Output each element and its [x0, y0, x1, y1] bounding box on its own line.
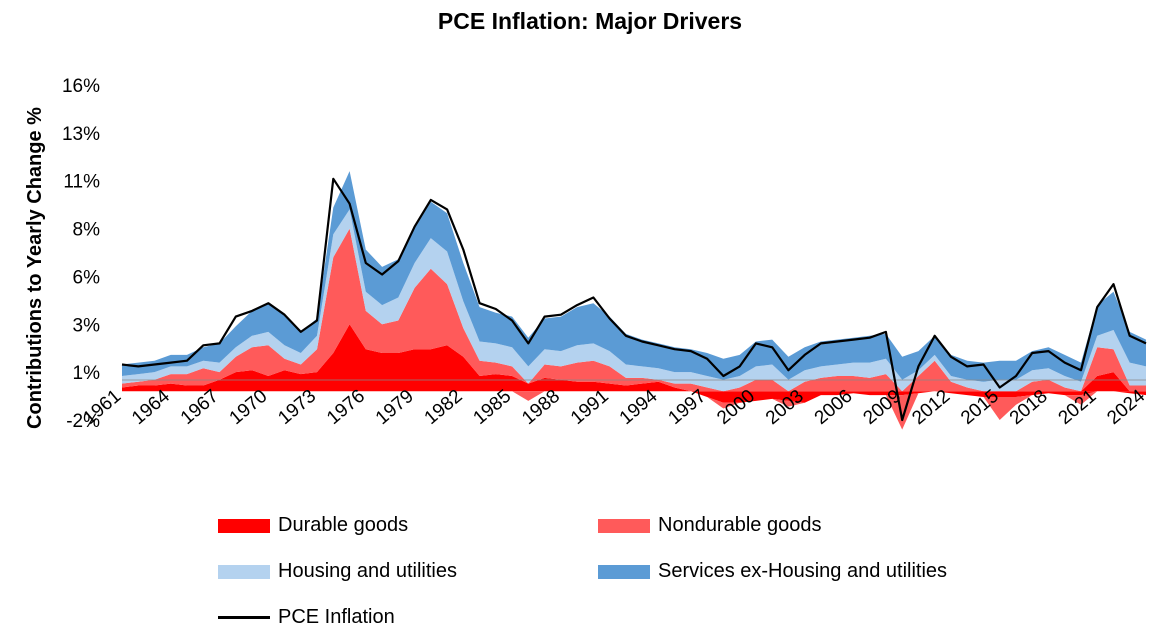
legend-area-swatch	[218, 564, 270, 579]
x-tick-label: 1982	[421, 386, 467, 429]
pce-line-layer	[121, 177, 1147, 422]
y-tick-label: 13%	[62, 124, 100, 145]
y-tick-label: 1%	[73, 363, 101, 384]
legend-area-swatch	[598, 564, 650, 579]
legend-item: PCE Inflation	[218, 606, 395, 629]
y-tick-label: 6%	[73, 267, 101, 288]
legend-area-swatch	[598, 518, 650, 533]
legend-label: PCE Inflation	[278, 606, 395, 628]
y-tick-label: 3%	[73, 315, 101, 336]
chart-title: PCE Inflation: Major Drivers	[437, 8, 743, 34]
x-tick-label: 1961	[79, 386, 125, 429]
legend-label: Nondurable goods	[658, 514, 822, 536]
legend-label: Housing and utilities	[278, 560, 457, 582]
x-axis: 1961 1964 1967 1970 1973 1976 1979 1982 1985 1988…	[79, 385, 1149, 429]
legend: Durable goods Nondurable goods Housing and…	[218, 514, 1118, 634]
y-tick-label: -2%	[66, 411, 100, 432]
x-tick-label: 1979	[372, 386, 418, 429]
legend-item: Services ex-Housing and utilities	[598, 560, 947, 583]
legend-item: Housing and utilities	[218, 560, 457, 583]
area-nondurable-goods-positive	[122, 228, 1146, 392]
y-tick-label: 16%	[62, 76, 100, 97]
x-tick-label: 1967	[177, 386, 223, 429]
x-tick-label: 1970	[226, 386, 272, 429]
y-tick-label: 8%	[73, 220, 101, 241]
legend-item: Durable goods	[218, 514, 408, 537]
x-tick-label: 1985	[469, 386, 515, 429]
x-tick-label: 1994	[616, 385, 662, 429]
x-tick-label: 1991	[567, 386, 613, 429]
y-axis: 16% 13% 11% 8% 6% 3% 1% -2%	[62, 76, 100, 432]
area-durable-goods-negative	[122, 391, 1146, 403]
x-tick-label: 1973	[274, 386, 320, 429]
x-tick-label: 1964	[128, 385, 174, 429]
y-axis-title: Contributions to Yearly Change %	[24, 107, 46, 429]
y-tick-label: 11%	[63, 172, 100, 193]
x-tick-label: 1976	[323, 386, 369, 429]
area-durable-goods-positive	[122, 324, 1146, 392]
legend-line-swatch	[218, 616, 270, 619]
legend-area-swatch	[218, 518, 270, 533]
legend-item: Nondurable goods	[598, 514, 821, 537]
legend-label: Durable goods	[278, 514, 409, 536]
area-housing-and-utilities-positive	[122, 209, 1146, 392]
area-nondurable-goods-negative	[122, 391, 1146, 430]
legend-label: Services ex-Housing and utilities	[658, 560, 948, 582]
pce-inflation-line	[121, 177, 1147, 422]
